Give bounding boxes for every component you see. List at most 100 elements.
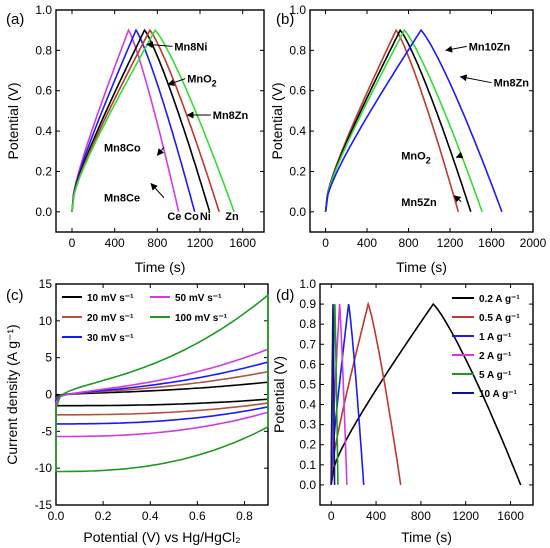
y-axis-label: Potential (V)	[5, 82, 21, 159]
series-line-mn10zn	[324, 28, 503, 213]
x-tick-label: 2000	[520, 236, 547, 250]
y-tick-label: 0.2	[289, 164, 306, 178]
legend-label: 20 mV s⁻¹	[87, 313, 134, 324]
x-tick-label: 0.0	[48, 509, 65, 523]
y-tick-label: 15	[39, 277, 53, 291]
annotation-arrow	[156, 146, 165, 156]
annotation-label: Mn8Ni	[174, 41, 207, 53]
y-tick-label: 1.0	[299, 277, 316, 291]
legend-label: 0.2 A g⁻¹	[479, 294, 520, 305]
series-line-mn8zn	[324, 28, 483, 213]
x-tick-label: 0.4	[142, 509, 159, 523]
annotation-label: Mn8Co	[104, 142, 141, 154]
x-axis-label: Time (s)	[135, 259, 186, 275]
annotation-label: Mn8Ce	[104, 193, 140, 205]
plot-frame	[55, 9, 265, 233]
panel-letter: (a)	[6, 11, 24, 28]
y-tick-label: 1.0	[289, 3, 306, 17]
y-tick-label: 0.4	[299, 398, 316, 412]
panel-b: 0 400 800 1200 1600 2000 0.0 0.2 0.4 0.6 0.8 1.0 Tim…	[269, 3, 547, 275]
x-tick-label: 0.6	[189, 509, 206, 523]
annotation-arrow	[455, 151, 464, 159]
y-tick-label: 0	[45, 388, 52, 402]
y-tick-label: 0.2	[35, 164, 52, 178]
x-axis-label: Time (s)	[396, 259, 447, 275]
y-tick-label: 0.3	[299, 418, 316, 432]
x-tick-label: 400	[105, 236, 125, 250]
cv-loop	[55, 293, 269, 473]
panel-letter: (b)	[276, 11, 294, 28]
y-axis-label: Potential (V)	[271, 356, 287, 433]
x-tick-label: 800	[411, 509, 431, 523]
y-tick-label: 0.6	[299, 357, 316, 371]
x-tick-label: 1200	[437, 236, 464, 250]
plot-frame	[319, 283, 534, 506]
legend-label: 10 A g⁻¹	[479, 389, 518, 400]
annotation-label: Mn8Zn	[213, 110, 249, 122]
y-tick-label: 5	[45, 351, 52, 365]
x-axis-label: Potential (V) vs Hg/HgCl₂	[83, 529, 240, 545]
series-line-ce	[71, 28, 180, 212]
x-tick-label: 1200	[187, 236, 214, 250]
annotation-label: Mn8Zn	[494, 78, 530, 90]
legend-label: 2 A g⁻¹	[479, 351, 512, 362]
y-axis-label: Current density (A g⁻¹)	[4, 324, 20, 464]
x-tick-label: 1600	[478, 236, 505, 250]
y-tick-label: 1.0	[35, 3, 52, 17]
plot-frame	[309, 9, 534, 233]
x-axis-label: Time (s)	[401, 529, 452, 545]
y-tick-label: 0.9	[299, 297, 316, 311]
series-line-mn5zn	[324, 28, 460, 213]
annotation-label: MnO2	[187, 74, 216, 89]
x-tick-label: 0	[322, 236, 329, 250]
x-tick-label: 0.2	[95, 509, 112, 523]
x-tick-label: 1600	[497, 509, 524, 523]
y-tick-label: 0.8	[289, 43, 306, 57]
y-tick-label: 0.8	[299, 317, 316, 331]
series-end-label: Zn	[225, 211, 239, 223]
series-end-label: Co	[184, 211, 199, 223]
legend-label: 1 A g⁻¹	[479, 332, 512, 343]
panel-a: 0 400 800 1200 1600 0.0 0.2 0.4 0.6 0.8 1.0 Time (s…	[5, 3, 265, 275]
annotation-arrow	[150, 183, 165, 199]
series-line-mno2	[324, 28, 472, 213]
y-tick-label: 0.0	[35, 205, 52, 219]
y-tick-label: 0.7	[299, 337, 316, 351]
y-tick-label: 0.4	[289, 124, 306, 138]
x-tick-label: 0	[69, 236, 76, 250]
annotation-label: Mn10Zn	[469, 41, 511, 53]
y-tick-label: 0.0	[289, 205, 306, 219]
series-line-co	[71, 28, 196, 213]
panel-c: 0.0 0.2 0.4 0.6 0.8 -15 -10 -5 0 5 10 15 Potential (…	[4, 277, 269, 545]
y-tick-label: 0.4	[35, 124, 52, 138]
legend-label: 50 mV s⁻¹	[175, 293, 222, 304]
y-tick-label: 10	[39, 314, 53, 328]
series-line-10ag	[330, 304, 336, 485]
y-tick-label: 0.6	[35, 84, 52, 98]
panel-letter: (d)	[276, 287, 294, 304]
y-tick-label: 0.2	[299, 438, 316, 452]
series-end-label: Ni	[200, 211, 211, 223]
annotation-label: Mn5Zn	[401, 197, 437, 209]
y-tick-label: -5	[41, 424, 52, 438]
legend-label: 5 A g⁻¹	[479, 370, 512, 381]
legend-label: 10 mV s⁻¹	[87, 293, 134, 304]
x-tick-label: 0	[328, 509, 335, 523]
annotation-arrow	[453, 195, 462, 203]
x-tick-label: 1200	[452, 509, 479, 523]
legend-label: 30 mV s⁻¹	[87, 333, 134, 344]
y-tick-label: 0.5	[299, 377, 316, 391]
x-tick-label: 1600	[229, 236, 256, 250]
y-tick-label: -10	[35, 461, 53, 475]
y-tick-label: 0.1	[299, 458, 316, 472]
series-line-ni	[71, 28, 211, 213]
series-line-02ag	[330, 302, 522, 486]
y-tick-label: 0.8	[35, 43, 52, 57]
x-tick-label: 0.8	[236, 509, 253, 523]
legend-label: 0.5 A g⁻¹	[479, 313, 520, 324]
annotation-arrow	[167, 78, 186, 86]
series-line-mno2	[71, 28, 220, 213]
y-tick-label: 0.6	[289, 84, 306, 98]
